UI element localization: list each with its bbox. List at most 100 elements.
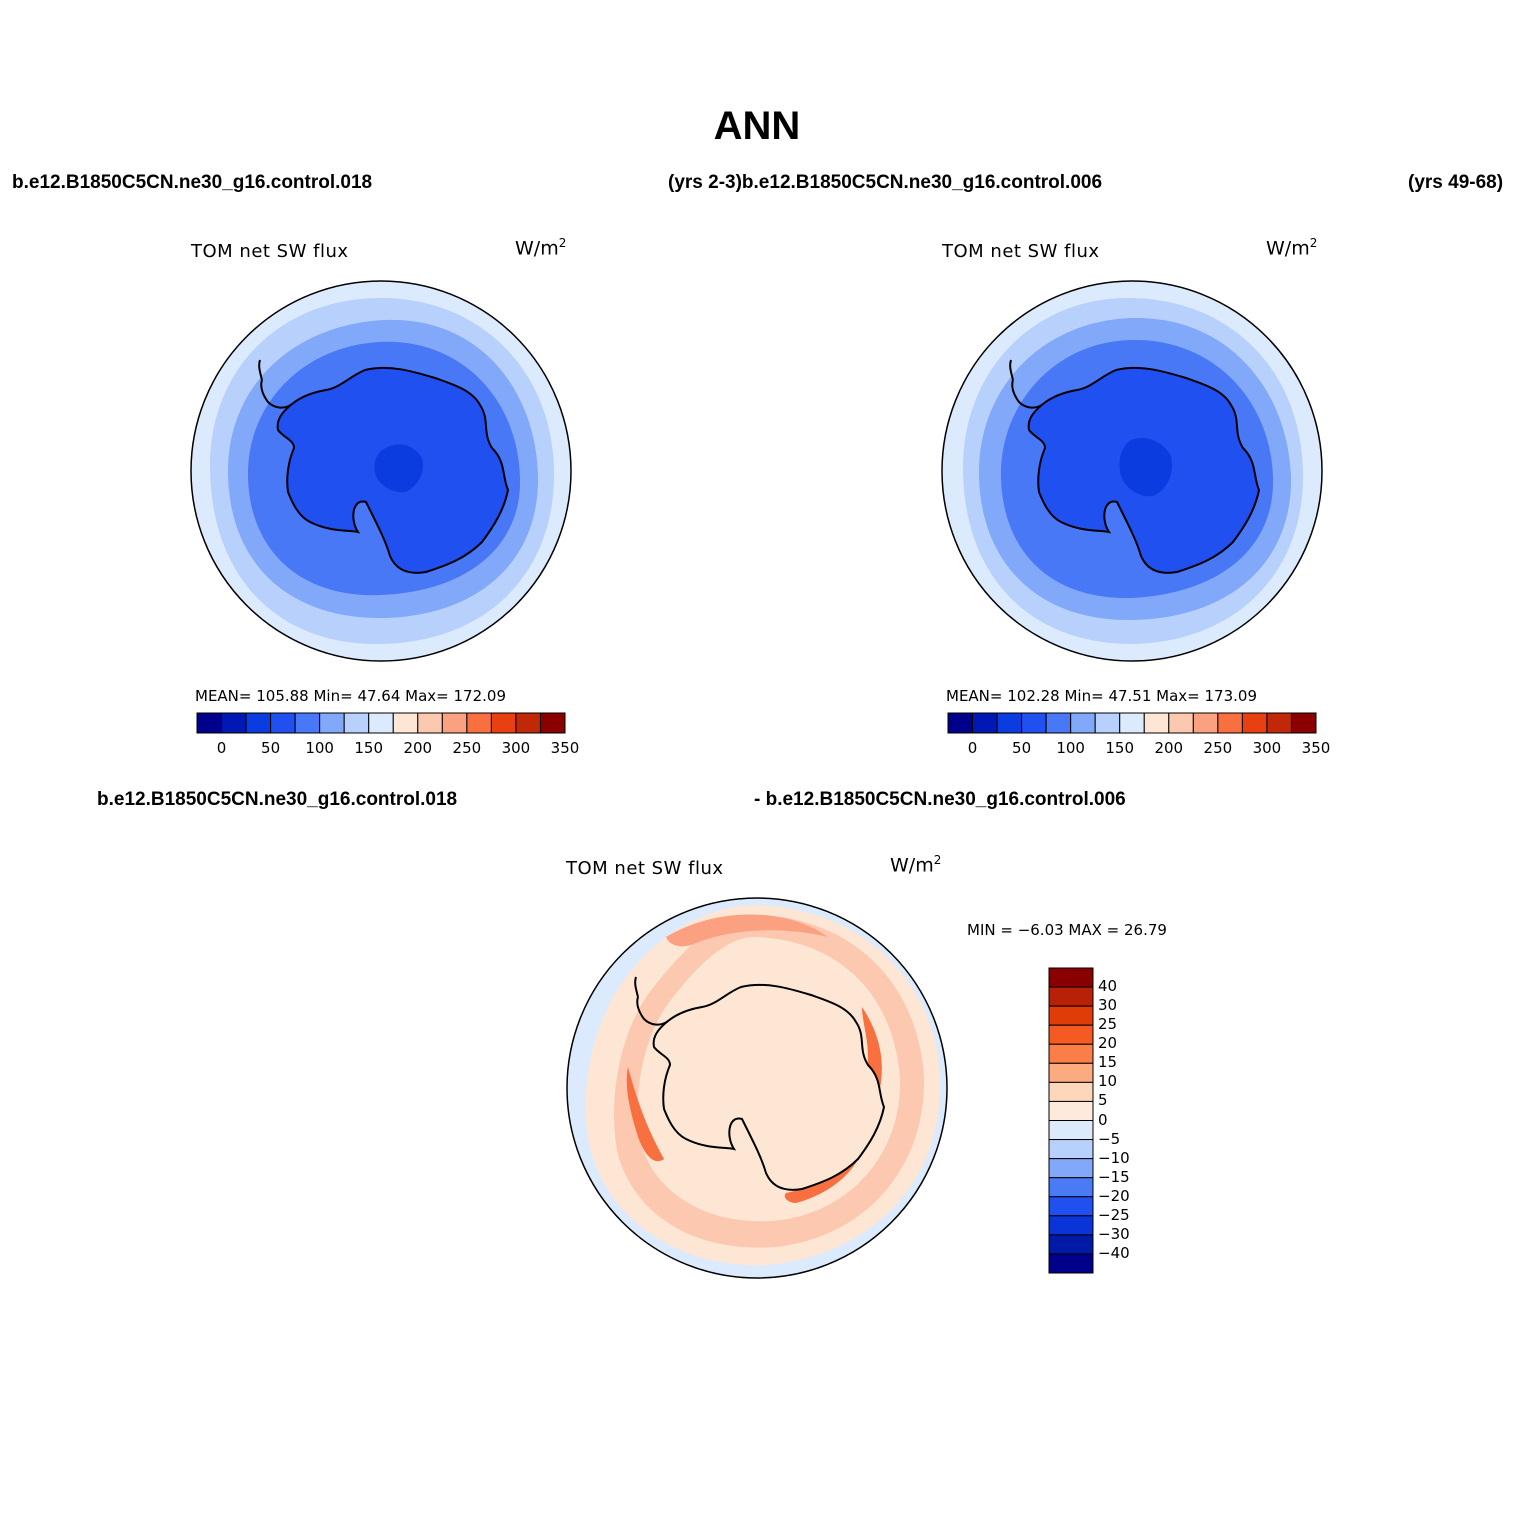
diff-colorbar-label: 25 [1098,1015,1118,1034]
diff-colorbar-label: 20 [1098,1034,1118,1053]
diff-colorbar-swatch [1048,1196,1094,1217]
colorbar-tick-label: 150 [354,739,384,757]
diff-colorbar-swatch [1048,1043,1094,1064]
colorbar-swatch [441,712,468,734]
colorbar-tick-label: 0 [216,739,227,757]
panel1-stats: MEAN= 105.88 Min= 47.64 Max= 172.09 [195,687,506,705]
diff-label-left: b.e12.B1850C5CN.ne30_g16.control.018 [97,789,458,810]
diff-stats: MIN = −6.03 MAX = 26.79 [967,921,1167,939]
diff-coastline [652,983,886,1191]
colorbar-swatch [417,712,443,734]
diff-colorbar-label: −40 [1098,1243,1130,1262]
diff-polar-map [566,897,948,1279]
map2-boundary [941,280,1323,662]
diff-colorbar-label: 0 [1098,1110,1108,1129]
colorbar-swatch [466,712,492,734]
diff-antarctica [653,984,884,1190]
diff-colorbar-swatch [1048,1177,1094,1198]
colorbar-swatch [245,712,272,734]
colorbar-tick-label: 300 [1252,739,1282,757]
colorbar-swatch [392,712,419,734]
panel2-polar-map [941,280,1323,662]
panel1-colorbar [196,712,566,734]
colorbar-tick-label: 150 [1105,739,1135,757]
diff-panel-units: W/m2 [890,853,942,877]
diff-colorbar-label: −20 [1098,1186,1130,1205]
diff-colorbar-swatch [1048,1215,1094,1236]
colorbar-tick-label: 350 [550,739,580,757]
diff-colorbar-swatch [1048,1081,1094,1102]
panel1-polar-map [190,280,572,662]
colorbar-swatch [196,712,223,734]
colorbar-swatch [972,712,998,734]
colorbar-tick-label: 300 [501,739,531,757]
diff-panel-title: TOM net SW flux [566,858,724,879]
colorbar-swatch [1266,712,1292,734]
diff-colorbar [1048,967,1094,1274]
diff-map-boundary [566,897,948,1279]
colorbar-swatch [1168,712,1194,734]
map2-interior-low [1119,437,1173,497]
panel2-colorbar [947,712,1317,734]
colorbar-swatch [1070,712,1096,734]
diff-colorbar-swatch [1048,1120,1094,1141]
diff-colorbar-label: 30 [1098,996,1118,1015]
map1-interior-low [374,444,424,493]
colorbar-swatch [1094,712,1121,734]
diff-colorbar-swatch [1048,1234,1094,1255]
diff-colorbar-label: −15 [1098,1167,1130,1186]
colorbar-swatch [1119,712,1145,734]
colorbar-swatch [1241,712,1268,734]
colorbar-tick-label: 100 [305,739,334,757]
colorbar-tick-label: 350 [1301,739,1331,757]
colorbar-swatch [270,712,296,734]
diff-colorbar-swatch [1048,1158,1094,1179]
case-label-center: (yrs 2-3)b.e12.B1850C5CN.ne30_g16.contro… [668,172,1103,193]
diff-colorbar-label: 10 [1098,1072,1118,1091]
diff-label-right: - b.e12.B1850C5CN.ne30_g16.control.006 [754,789,1126,810]
diff-max-north [666,914,828,947]
case-label-right: (yrs 49-68) [1408,172,1504,193]
colorbar-swatch [1045,712,1072,734]
colorbar-swatch [294,712,321,734]
colorbar-swatch [1192,712,1219,734]
colorbar-tick-label: 100 [1056,739,1085,757]
map2-peninsula [1009,359,1044,409]
colorbar-swatch [368,712,394,734]
diff-colorbar-label: 5 [1098,1091,1108,1110]
page-title: ANN [713,104,801,148]
colorbar-tick-label: 200 [403,739,433,757]
diff-colorbar-swatch [1048,1024,1094,1045]
diff-colorbar-swatch [1048,1062,1094,1083]
diff-colorbar-label: −10 [1098,1148,1130,1167]
diff-colorbar-label: 15 [1098,1053,1118,1072]
colorbar-swatch [343,712,370,734]
diff-colorbar-swatch [1048,1005,1094,1026]
colorbar-swatch [319,712,345,734]
colorbar-tick-label: 250 [1203,739,1233,757]
diff-peninsula [634,976,669,1026]
diff-colorbar-label: 40 [1098,977,1118,996]
colorbar-swatch [1217,712,1243,734]
map1-peninsula [258,359,293,409]
colorbar-swatch [490,712,517,734]
colorbar-swatch [1143,712,1170,734]
diff-colorbar-swatch [1048,967,1094,988]
colorbar-swatch [221,712,247,734]
map1-boundary [190,280,572,662]
map1-coastline [276,366,510,574]
diff-colorbar-swatch [1048,986,1094,1007]
panel2-title: TOM net SW flux [942,241,1100,262]
panel1-title: TOM net SW flux [191,241,349,262]
colorbar-tick-label: 250 [452,739,482,757]
colorbar-tick-label: 200 [1154,739,1184,757]
colorbar-tick-label: 50 [261,739,281,757]
diff-colorbar-swatch [1048,1139,1094,1160]
diff-colorbar-swatch [1048,1100,1094,1122]
diff-colorbar-label: −25 [1098,1205,1130,1224]
colorbar-swatch [947,712,974,734]
colorbar-tick-label: 0 [967,739,978,757]
colorbar-swatch [1290,712,1317,734]
colorbar-swatch [996,712,1023,734]
panel2-stats: MEAN= 102.28 Min= 47.51 Max= 173.09 [946,687,1257,705]
